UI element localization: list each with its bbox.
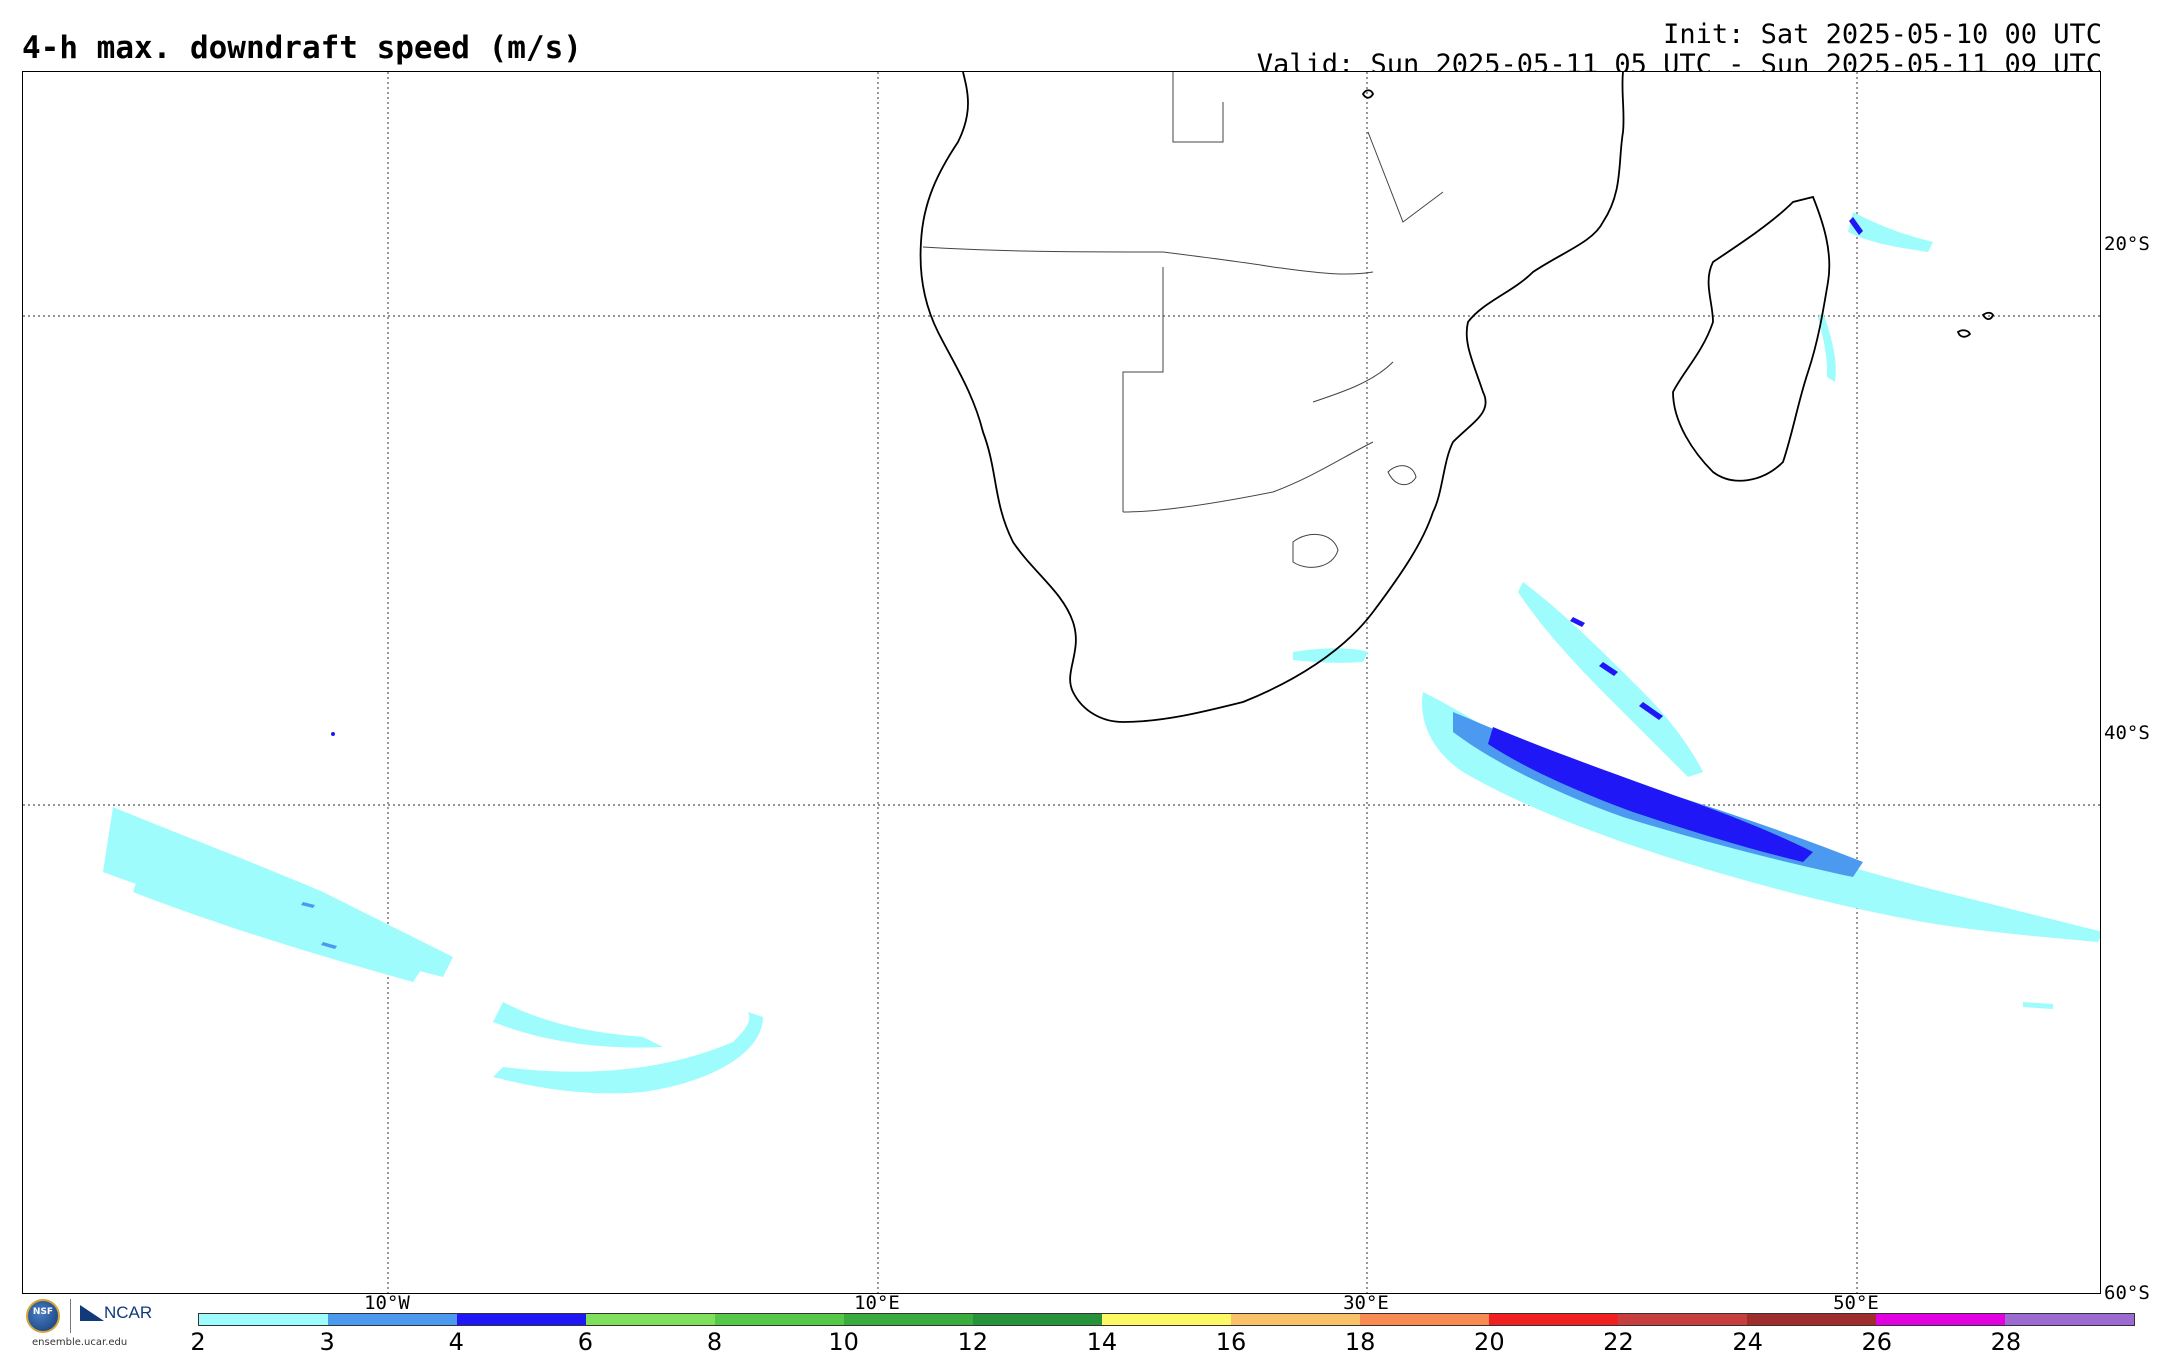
island-outline bbox=[1361, 89, 1375, 99]
logo-block: NSF NCAR ensemble.ucar.edu bbox=[24, 1297, 164, 1351]
lon-label-10e: 10°E bbox=[854, 1292, 900, 1314]
colorbar-segment bbox=[457, 1314, 586, 1325]
island-outline bbox=[1981, 311, 1995, 321]
lat-label-20s: 20°S bbox=[2104, 233, 2150, 255]
logo-divider bbox=[70, 1299, 71, 1333]
colorbar-segment bbox=[1618, 1314, 1747, 1325]
ncar-mark-icon bbox=[80, 1305, 104, 1321]
colorbar bbox=[198, 1313, 2135, 1326]
nsf-logo bbox=[26, 1299, 60, 1333]
lon-label-30e: 30°E bbox=[1343, 1292, 1389, 1314]
country-border bbox=[1367, 131, 1444, 223]
colorbar-segment bbox=[715, 1314, 844, 1325]
country-border bbox=[1312, 361, 1394, 403]
downdraft-field-southeast bbox=[1293, 212, 2100, 1009]
country-border bbox=[1172, 72, 1224, 143]
lon-label-10w: 10°W bbox=[364, 1292, 410, 1314]
colorbar-segment bbox=[973, 1314, 1102, 1325]
colorbar-tick-label: 6 bbox=[577, 1328, 594, 1356]
init-time: Init: Sat 2025-05-10 00 UTC bbox=[1663, 19, 2102, 50]
colorbar-tick-label: 14 bbox=[1086, 1328, 1118, 1356]
lat-label-40s: 40°S bbox=[2104, 722, 2150, 744]
nsf-logo-text: NSF bbox=[32, 1307, 54, 1317]
colorbar-segment bbox=[328, 1314, 457, 1325]
colorbar-tick-label: 3 bbox=[319, 1328, 335, 1356]
ncar-logo: NCAR bbox=[104, 1303, 153, 1322]
map-panel bbox=[22, 71, 2101, 1294]
coastlines bbox=[919, 72, 1995, 723]
colorbar-segment bbox=[1102, 1314, 1231, 1325]
colorbar-tick-label: 10 bbox=[828, 1328, 859, 1356]
downdraft-field-southwest bbox=[103, 732, 763, 1094]
island-outline bbox=[1956, 329, 1972, 338]
colorbar-segment bbox=[2005, 1314, 2134, 1325]
gridlines bbox=[23, 72, 2100, 1293]
map-canvas bbox=[23, 72, 2100, 1293]
borders bbox=[922, 72, 1444, 568]
colorbar-tick-label: 24 bbox=[1732, 1328, 1763, 1356]
colorbar-segment bbox=[199, 1314, 328, 1325]
colorbar-segment bbox=[1231, 1314, 1360, 1325]
lesotho-border bbox=[1292, 534, 1339, 568]
africa-coastline bbox=[919, 72, 1625, 723]
colorbar-segment bbox=[1489, 1314, 1618, 1325]
country-border bbox=[1122, 267, 1164, 512]
colorbar-segment bbox=[1747, 1314, 1876, 1325]
colorbar-segment bbox=[1360, 1314, 1489, 1325]
colorbar-tick-label: 8 bbox=[706, 1328, 723, 1356]
colorbar-tick-label: 28 bbox=[1990, 1328, 2022, 1356]
lat-label-60s: 60°S bbox=[2104, 1282, 2150, 1304]
country-border bbox=[1122, 441, 1374, 513]
colorbar-tick-label: 20 bbox=[1474, 1328, 1505, 1356]
colorbar-tick-label: 4 bbox=[448, 1328, 464, 1356]
lon-label-50e: 50°E bbox=[1833, 1292, 1879, 1314]
colorbar-segment bbox=[844, 1314, 973, 1325]
colorbar-tick-label: 18 bbox=[1344, 1328, 1376, 1356]
eswatini-border bbox=[1387, 465, 1417, 486]
colorbar-tick-label: 22 bbox=[1603, 1328, 1634, 1356]
map-title: 4-h max. downdraft speed (m/s) bbox=[22, 30, 582, 66]
logo-url: ensemble.ucar.edu bbox=[32, 1337, 128, 1348]
colorbar-tick-label: 12 bbox=[957, 1328, 989, 1356]
colorbar-tick-label: 16 bbox=[1215, 1328, 1247, 1356]
colorbar-tick-label: 26 bbox=[1861, 1328, 1892, 1356]
madagascar-coastline bbox=[1672, 195, 1831, 482]
country-border bbox=[922, 246, 1374, 275]
colorbar-segment bbox=[586, 1314, 715, 1325]
colorbar-tick-label: 2 bbox=[190, 1328, 206, 1356]
colorbar-segment bbox=[1876, 1314, 2005, 1325]
